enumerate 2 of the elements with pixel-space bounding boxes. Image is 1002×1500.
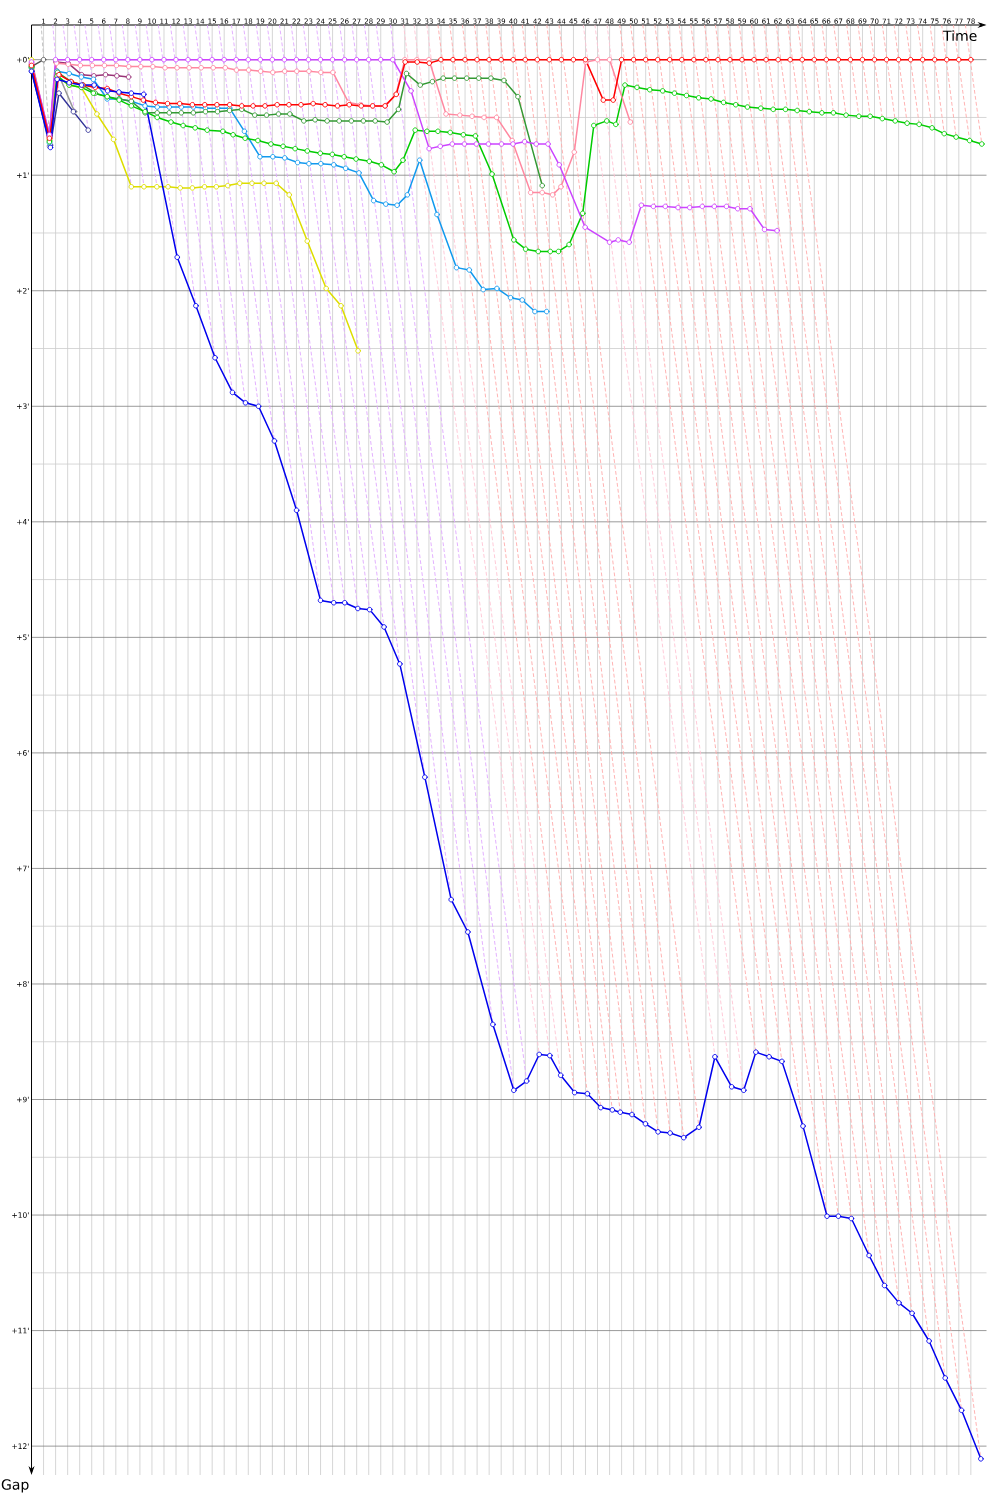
x-axis-title: Time [943,30,977,42]
y-axis-title: Gap [2,1479,29,1493]
